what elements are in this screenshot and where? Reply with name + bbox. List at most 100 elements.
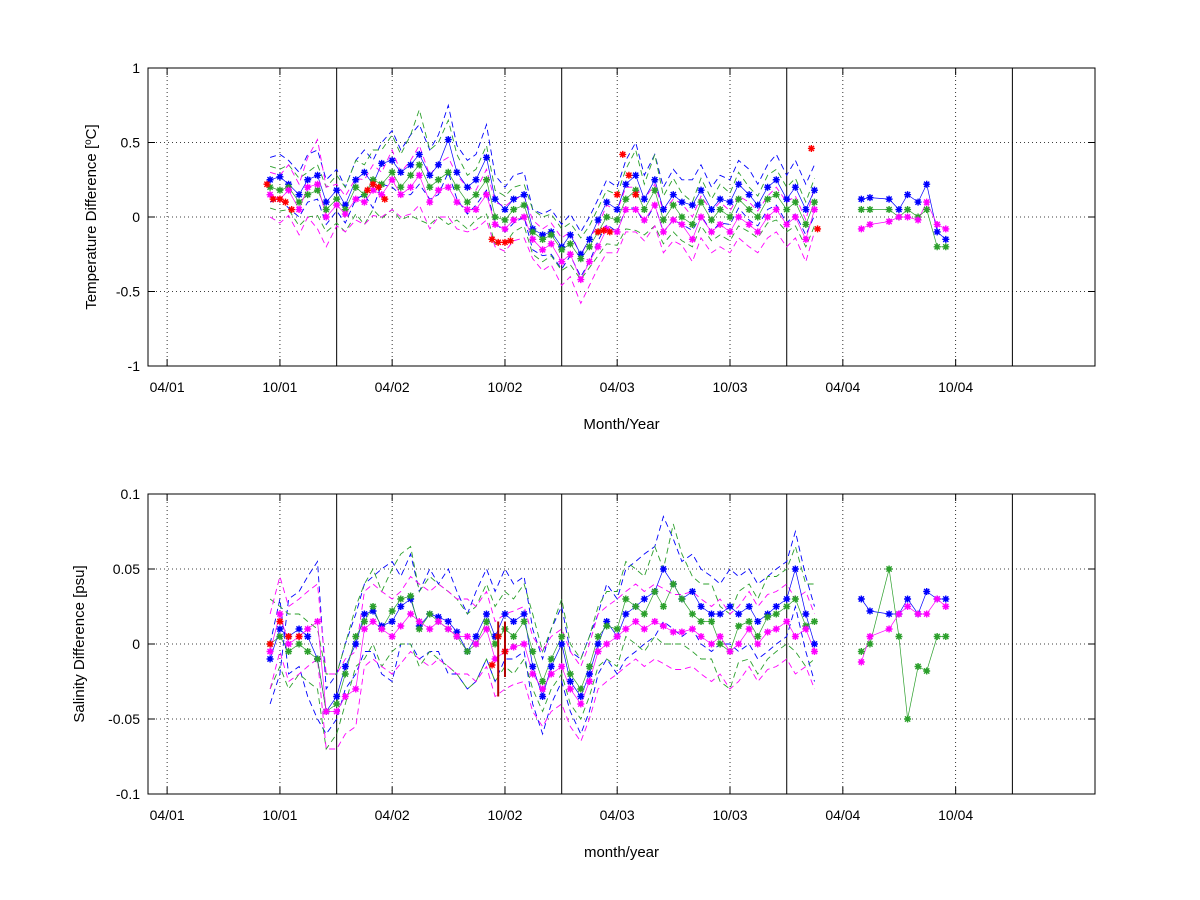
data-point <box>697 618 705 625</box>
data-point <box>529 648 537 655</box>
data-point <box>585 663 593 670</box>
data-point <box>558 663 566 670</box>
data-point <box>669 628 677 636</box>
data-point <box>388 607 396 615</box>
series-line <box>861 201 946 230</box>
data-point <box>726 648 734 655</box>
data-point <box>369 618 377 625</box>
data-point <box>529 235 537 243</box>
data-point <box>745 618 753 625</box>
data-point <box>745 603 753 610</box>
data-point <box>678 213 686 221</box>
data-point <box>378 159 386 167</box>
data-point <box>566 250 574 258</box>
y-tick-label: 1 <box>132 60 140 76</box>
data-point <box>407 610 415 618</box>
data-point <box>669 216 677 224</box>
data-point <box>539 678 547 685</box>
envelope-line <box>269 204 815 305</box>
x-tick-label: 04/02 <box>375 379 410 395</box>
data-point <box>444 183 452 191</box>
x-tick-label: 10/02 <box>487 807 522 823</box>
data-point <box>640 610 648 618</box>
data-point <box>923 588 931 595</box>
data-point <box>510 195 518 203</box>
data-point <box>632 171 640 179</box>
data-point <box>708 618 716 625</box>
data-point <box>651 201 659 209</box>
data-point <box>659 603 667 610</box>
data-point <box>688 220 696 228</box>
data-point <box>434 176 442 184</box>
data-point <box>529 663 537 670</box>
data-point <box>472 176 480 184</box>
red-data-point <box>276 618 284 625</box>
y-tick-label: 0.1 <box>121 486 141 502</box>
data-point <box>378 625 386 633</box>
envelope-line <box>269 171 815 278</box>
data-point <box>397 603 405 610</box>
y-tick-label: -0.05 <box>108 711 140 727</box>
data-point <box>444 618 452 625</box>
data-point <box>866 206 874 214</box>
data-point <box>783 206 791 214</box>
data-point <box>577 693 585 700</box>
data-point <box>622 206 630 214</box>
data-point <box>885 206 893 214</box>
data-point <box>577 276 585 284</box>
data-point <box>791 213 799 221</box>
data-point <box>285 640 293 648</box>
data-point <box>857 206 865 214</box>
data-point <box>735 640 743 648</box>
data-point <box>360 191 368 199</box>
data-point <box>622 610 630 618</box>
data-point <box>669 580 677 588</box>
data-point <box>904 191 912 199</box>
data-point <box>407 161 415 169</box>
data-point <box>857 648 865 655</box>
data-point <box>352 633 360 640</box>
data-point <box>482 610 490 618</box>
data-point <box>942 595 950 603</box>
data-point <box>539 693 547 700</box>
data-point <box>547 655 555 663</box>
red-data-point <box>606 228 614 236</box>
data-point <box>933 633 941 640</box>
data-point <box>726 603 734 610</box>
data-point <box>491 220 499 228</box>
data-point <box>678 198 686 206</box>
red-data-point <box>381 195 389 203</box>
data-point <box>585 235 593 243</box>
data-point <box>783 618 791 625</box>
data-point <box>547 231 555 239</box>
data-point <box>802 235 810 243</box>
data-point <box>444 168 452 176</box>
data-point <box>810 648 818 655</box>
data-point <box>482 176 490 184</box>
series-line <box>269 174 815 281</box>
data-point <box>510 633 518 640</box>
data-point <box>895 633 903 640</box>
data-point <box>866 640 874 648</box>
data-point <box>810 198 818 206</box>
data-point <box>697 186 705 194</box>
series-line <box>860 598 947 663</box>
data-point <box>295 198 303 206</box>
envelope-line <box>269 515 815 705</box>
data-point <box>895 206 903 214</box>
data-point <box>857 595 865 603</box>
data-point <box>933 220 941 228</box>
data-point <box>415 618 423 625</box>
data-point <box>866 633 874 640</box>
data-point <box>360 625 368 633</box>
red-data-point <box>625 171 633 179</box>
data-point <box>764 628 772 636</box>
data-point <box>585 258 593 266</box>
data-point <box>810 640 818 648</box>
data-point <box>791 595 799 603</box>
data-point <box>333 693 341 700</box>
data-point <box>708 610 716 618</box>
x-tick-label: 04/01 <box>150 379 185 395</box>
data-point <box>802 625 810 633</box>
data-point <box>942 243 950 251</box>
